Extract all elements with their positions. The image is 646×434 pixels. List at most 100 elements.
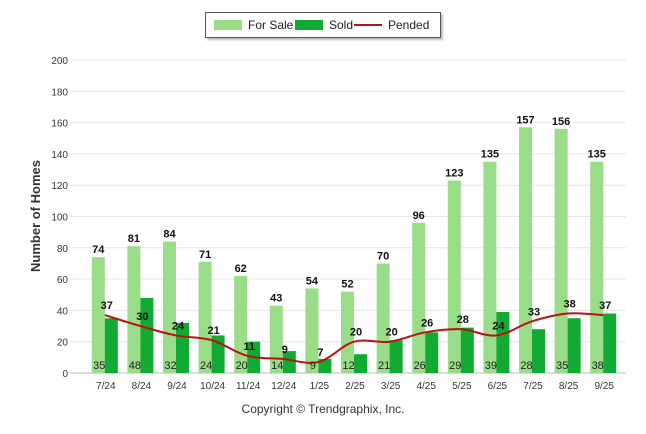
y-tick-label: 140 <box>51 150 68 161</box>
bar-sold <box>354 354 367 373</box>
for-sale-swatch <box>214 20 242 30</box>
x-axis-ticks: 7/24 8/24 9/24 10/24 11/24 12/24 1/25 2/25 3/25 4… <box>96 381 614 392</box>
bar-sold <box>532 329 545 373</box>
bar-for-sale <box>163 241 176 373</box>
x-tick-label: 9/25 <box>594 381 614 392</box>
data-label-pended: 11 <box>243 341 255 353</box>
data-label-sold: 35 <box>556 360 568 372</box>
data-label-sold: 21 <box>378 360 390 372</box>
bar-for-sale <box>234 275 248 373</box>
data-label-sold: 20 <box>236 360 248 372</box>
data-label-sold: 32 <box>164 360 176 372</box>
x-tick-label: 8/24 <box>132 381 152 392</box>
data-label-for-sale: 135 <box>588 149 606 161</box>
bar-for-sale <box>447 180 461 373</box>
data-label-pended: 21 <box>207 325 219 337</box>
bar-sold <box>603 313 617 373</box>
pended-line <box>104 312 604 364</box>
bar-for-sale <box>269 305 283 373</box>
bar-for-sale <box>305 288 319 373</box>
data-label-for-sale: 74 <box>92 244 105 256</box>
bar-sold <box>567 318 581 373</box>
y-tick-label: 160 <box>51 119 68 130</box>
y-axis-label: Number of Homes <box>28 160 43 272</box>
data-label-for-sale: 123 <box>445 168 463 180</box>
data-label-sold: 12 <box>342 360 354 372</box>
x-tick-label: 11/24 <box>236 381 261 392</box>
data-label-sold: 24 <box>200 360 212 372</box>
legend-label-for-sale: For Sale <box>248 18 294 32</box>
data-label-sold: 9 <box>310 360 316 372</box>
data-label-pended: 24 <box>492 320 505 332</box>
data-label-pended: 20 <box>385 327 397 339</box>
data-label-for-sale: 157 <box>516 114 534 126</box>
data-label-sold: 35 <box>93 360 105 372</box>
bar-sold <box>104 318 118 373</box>
pended-line-group <box>104 312 604 364</box>
x-tick-label: 7/25 <box>523 381 543 392</box>
data-labels: 74 35 81 48 84 32 71 24 62 20 43 14 54 9 52 12 70 21 96 26 1… <box>92 114 611 372</box>
copyright-text: Copyright © Trendgraphix, Inc. <box>241 402 405 416</box>
data-label-pended: 24 <box>172 320 185 332</box>
bar-sold <box>282 351 296 373</box>
y-tick-label: 120 <box>51 181 68 192</box>
data-label-sold: 39 <box>485 360 497 372</box>
data-label-for-sale: 70 <box>377 250 389 262</box>
y-tick-label: 100 <box>51 213 68 224</box>
data-label-sold: 14 <box>271 360 283 372</box>
bar-sold <box>496 311 510 373</box>
x-tick-label: 1/25 <box>310 381 330 392</box>
data-label-sold: 26 <box>414 360 426 372</box>
data-label-sold: 29 <box>449 360 461 372</box>
sold-swatch <box>295 20 323 30</box>
data-label-for-sale: 52 <box>341 279 353 291</box>
y-tick-label: 40 <box>57 306 69 317</box>
data-label-for-sale: 43 <box>270 293 282 305</box>
data-label-pended: 33 <box>528 306 540 318</box>
data-label-for-sale: 81 <box>128 233 140 245</box>
bar-for-sale <box>376 263 390 373</box>
y-tick-label: 200 <box>51 56 68 67</box>
x-tick-label: 5/25 <box>452 381 472 392</box>
data-label-sold: 48 <box>129 360 141 372</box>
bar-for-sale <box>554 128 568 373</box>
legend-item-for-sale[interactable]: For Sale <box>214 13 293 37</box>
data-label-pended: 30 <box>136 311 148 323</box>
data-label-pended: 9 <box>282 344 288 356</box>
data-label-pended: 38 <box>563 299 575 311</box>
y-tick-label: 80 <box>57 244 69 255</box>
data-label-for-sale: 156 <box>552 116 570 128</box>
y-tick-label: 180 <box>51 87 68 98</box>
y-tick-label: 0 <box>62 369 68 380</box>
bar-sold <box>140 297 154 373</box>
data-label-for-sale: 135 <box>481 149 499 161</box>
pended-line-swatch <box>354 24 382 26</box>
x-tick-label: 9/24 <box>167 381 187 392</box>
data-label-for-sale: 71 <box>199 249 211 261</box>
data-label-sold: 38 <box>592 360 604 372</box>
y-axis-ticks: 0 20 40 60 80 100 120 140 160 180 200 <box>51 56 68 380</box>
legend-label-pended: Pended <box>388 18 430 32</box>
x-tick-label: 12/24 <box>271 381 296 392</box>
data-label-for-sale: 62 <box>235 263 247 275</box>
data-label-pended: 37 <box>101 300 113 312</box>
legend-item-sold[interactable]: Sold <box>295 13 353 37</box>
data-label-pended: 26 <box>421 317 433 329</box>
bar-for-sale <box>127 246 141 373</box>
data-label-sold: 28 <box>520 360 532 372</box>
bar-sold <box>389 340 403 373</box>
data-label-for-sale: 96 <box>413 210 425 222</box>
bar-for-sale <box>483 161 497 373</box>
data-label-pended: 7 <box>317 347 323 359</box>
x-tick-label: 2/25 <box>345 381 365 392</box>
bar-sold <box>460 327 474 373</box>
x-tick-label: 7/24 <box>96 381 116 392</box>
x-tick-label: 10/24 <box>200 381 225 392</box>
bar-sold <box>318 358 332 373</box>
bar-for-sale <box>341 291 354 373</box>
legend-item-pended[interactable]: Pended <box>354 13 429 37</box>
data-label-pended: 37 <box>599 300 611 312</box>
x-tick-label: 6/25 <box>488 381 508 392</box>
data-label-pended: 20 <box>350 327 362 339</box>
